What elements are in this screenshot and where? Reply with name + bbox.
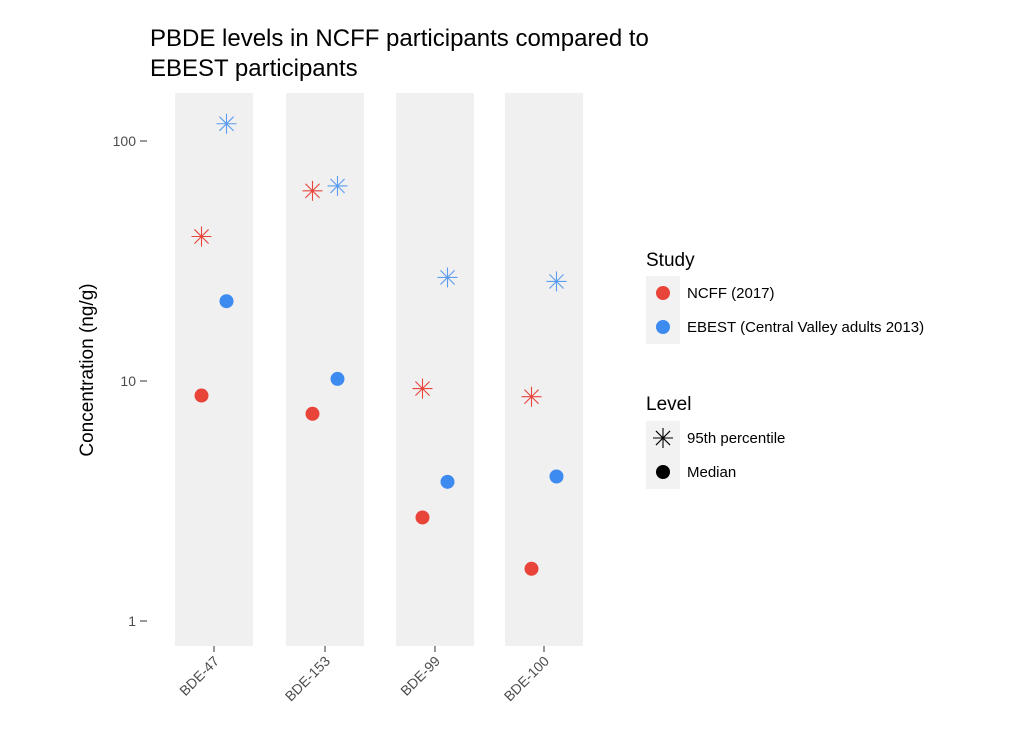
data-points bbox=[191, 113, 567, 576]
legend-study-label: NCFF (2017) bbox=[687, 285, 775, 302]
facet-panel-bde-153 bbox=[286, 93, 364, 646]
ebest-bde-153-95th-point bbox=[327, 175, 348, 196]
ncff-bde-47-median-point bbox=[194, 388, 209, 403]
facet-panel-bde-47 bbox=[175, 93, 253, 646]
ebest-bde-153-median-point bbox=[330, 371, 345, 386]
legend-study-label: EBEST (Central Valley adults 2013) bbox=[687, 319, 924, 336]
facet-panel-bde-99 bbox=[396, 93, 474, 646]
x-tick-label-bde-99: BDE-99 bbox=[397, 653, 443, 699]
y-axis-label: Concentration (ng/g) bbox=[77, 283, 98, 456]
legend-asterisk-key bbox=[653, 428, 673, 448]
legend-level-label: Median bbox=[687, 464, 736, 481]
legend-study-item: NCFF (2017) bbox=[646, 276, 775, 310]
legend: Study NCFF (2017) EBEST (Central Valley a… bbox=[646, 250, 924, 489]
x-axis: BDE-47 BDE-153 BDE-99 BDE-100 bbox=[176, 646, 552, 704]
legend-level-items: 95th percentile Median bbox=[646, 421, 785, 489]
x-tick-label-bde-100: BDE-100 bbox=[501, 653, 553, 705]
ncff-bde-153-median-point bbox=[305, 406, 320, 421]
legend-study-title: Study bbox=[646, 250, 695, 271]
y-tick-label: 1 bbox=[128, 613, 136, 629]
ebest-bde-47-95th-point bbox=[216, 113, 237, 134]
ebest-bde-47-median-point bbox=[219, 294, 234, 309]
ncff-bde-47-95th-point bbox=[191, 226, 212, 247]
ebest-bde-99-median-point bbox=[440, 474, 455, 489]
y-tick-label: 10 bbox=[120, 373, 136, 389]
legend-circle-key bbox=[656, 465, 670, 479]
ncff-bde-153-95th-point bbox=[302, 180, 323, 201]
ncff-bde-100-95th-point bbox=[521, 386, 542, 407]
chart-title-line-1: PBDE levels in NCFF participants compare… bbox=[150, 25, 649, 52]
facet-panel-bde-100 bbox=[505, 93, 583, 646]
y-axis: 1 10 100 bbox=[113, 133, 147, 629]
ebest-bde-99-95th-point bbox=[437, 267, 458, 288]
legend-study-items: NCFF (2017) EBEST (Central Valley adults … bbox=[646, 276, 924, 344]
x-tick-label-bde-153: BDE-153 bbox=[282, 653, 334, 705]
ncff-bde-100-median-point bbox=[524, 561, 539, 576]
ncff-bde-99-95th-point bbox=[412, 378, 433, 399]
x-tick-label-bde-47: BDE-47 bbox=[176, 653, 222, 699]
y-tick-label: 100 bbox=[113, 133, 137, 149]
legend-level-title: Level bbox=[646, 394, 691, 415]
ebest-bde-100-median-point bbox=[549, 469, 564, 484]
chart-title-line-2: EBEST participants bbox=[150, 55, 358, 82]
legend-study-item: EBEST (Central Valley adults 2013) bbox=[646, 310, 924, 344]
ncff-bde-99-median-point bbox=[415, 510, 430, 525]
legend-level-item: 95th percentile bbox=[646, 421, 785, 455]
legend-key-circle bbox=[656, 286, 670, 300]
facet-panels bbox=[175, 93, 583, 646]
legend-level-label: 95th percentile bbox=[687, 430, 785, 447]
ebest-bde-100-95th-point bbox=[546, 271, 567, 292]
legend-level-item: Median bbox=[646, 455, 736, 489]
legend-key-circle bbox=[656, 320, 670, 334]
